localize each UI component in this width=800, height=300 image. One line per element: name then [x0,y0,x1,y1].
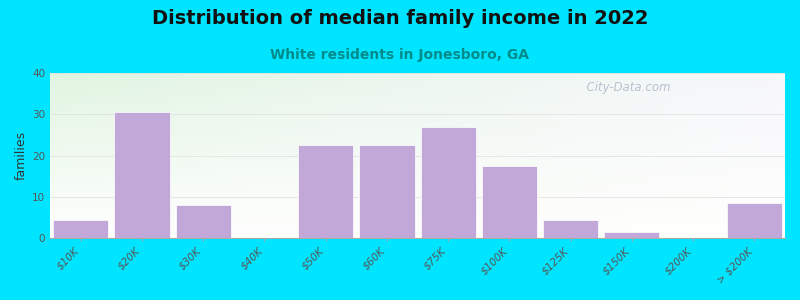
Bar [176,205,231,238]
Bar [114,112,170,238]
Bar [421,127,476,238]
Y-axis label: families: families [15,131,28,180]
Text: City-Data.com: City-Data.com [579,81,671,94]
Bar [298,145,354,238]
Bar [727,203,782,238]
Bar [482,166,537,238]
Bar [543,220,598,238]
Text: White residents in Jonesboro, GA: White residents in Jonesboro, GA [270,48,530,62]
Bar [359,145,414,238]
Text: Distribution of median family income in 2022: Distribution of median family income in … [152,9,648,28]
Bar [604,232,659,238]
Bar [54,220,108,238]
